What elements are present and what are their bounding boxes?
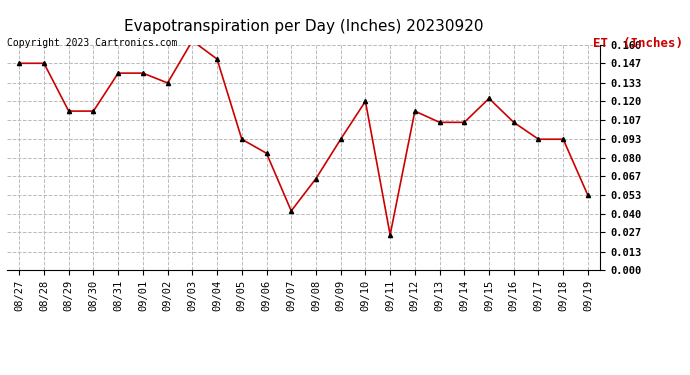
Text: Evapotranspiration per Day (Inches) 20230920: Evapotranspiration per Day (Inches) 2023…: [124, 19, 484, 34]
Text: ET  (Inches): ET (Inches): [593, 38, 683, 51]
Text: Copyright 2023 Cartronics.com: Copyright 2023 Cartronics.com: [7, 38, 177, 48]
